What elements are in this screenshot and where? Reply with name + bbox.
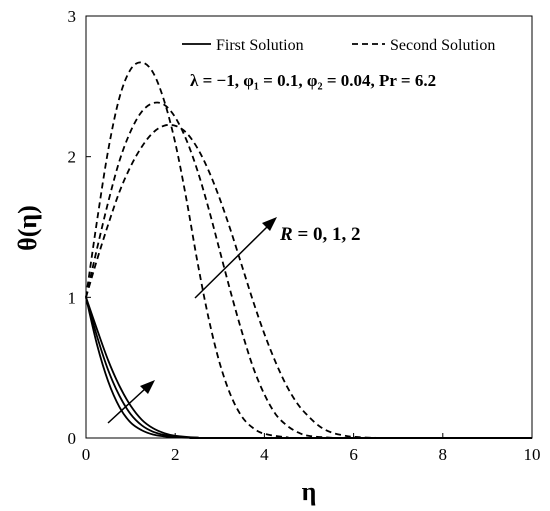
x-tick-label: 10 [524, 445, 541, 464]
second-solution-line-r0 [85, 61, 532, 439]
first-solution-line-r0 [85, 297, 532, 439]
y-tick-label: 3 [68, 7, 77, 26]
r-annotation: R = 0, 1, 2 [279, 224, 361, 245]
legend: First Solution Second Solution [182, 37, 495, 54]
x-tick-label: 0 [82, 445, 91, 464]
first-solution-line-r1 [85, 297, 532, 439]
x-tick-label: 8 [439, 445, 448, 464]
y-tick-label: 2 [68, 148, 77, 167]
x-tick-label: 2 [171, 445, 180, 464]
x-axis-label: η [302, 477, 317, 506]
y-axis-label: θ(η) [13, 205, 42, 251]
legend-entry-second: Second Solution [390, 37, 495, 54]
second-solution-line-r1 [85, 101, 532, 439]
parameter-annotation: λ = −1, φ₁ = 0.1, φ₂ = 0.04, Pr = 6.2 [190, 71, 436, 90]
r-values: = 0, 1, 2 [293, 224, 361, 245]
series-group [85, 61, 532, 439]
first-solution-arrow-shaft [107, 387, 147, 424]
y-tick-label: 0 [68, 429, 77, 448]
x-tick-label: 4 [260, 445, 269, 464]
x-tick-label: 6 [349, 445, 358, 464]
trend-arrows [107, 217, 277, 424]
legend-entry-first: First Solution [216, 37, 304, 54]
second-solution-arrow-head [262, 217, 277, 231]
r-annotation-label: R = 0, 1, 2 [279, 224, 361, 245]
first-solution-arrow-head [140, 380, 155, 394]
y-tick-label: 1 [68, 288, 77, 307]
second-solution-line-r2 [85, 123, 532, 439]
r-variable: R [279, 224, 293, 245]
axis-ticks: 0 2 4 6 8 10 0 1 2 3 [68, 7, 541, 464]
second-solution-arrow-shaft [194, 225, 269, 299]
first-solution-line-r2 [85, 297, 532, 439]
